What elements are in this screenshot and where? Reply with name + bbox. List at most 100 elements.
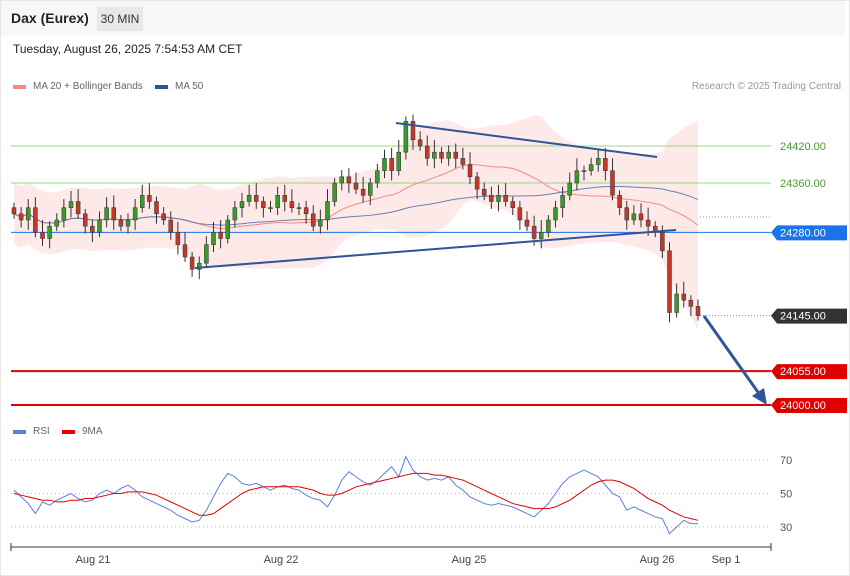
- candle-body: [296, 207, 302, 209]
- candle-body: [175, 232, 181, 245]
- x-tick-label: Aug 21: [76, 554, 111, 566]
- rsi-series-9MA: [13, 472, 699, 521]
- candle-body: [111, 207, 116, 221]
- forecast-arrow-shaft: [702, 315, 762, 396]
- forecast-arrow-head: [752, 388, 767, 405]
- rsi-tick-50: 50: [780, 489, 792, 501]
- instrument-title: Dax (Eurex): [11, 10, 89, 26]
- timeframe-button[interactable]: 30 MIN: [97, 7, 143, 31]
- candle-body: [531, 225, 537, 239]
- candle-body: [168, 219, 173, 233]
- candle-body: [303, 207, 309, 215]
- candle-body: [410, 121, 416, 141]
- rsi-tick-70: 70: [780, 455, 792, 467]
- candle-body: [603, 158, 608, 171]
- candle-body: [339, 176, 344, 184]
- candle-body: [11, 207, 17, 215]
- candle-body: [396, 151, 401, 171]
- candle-body: [47, 225, 52, 239]
- candle-body: [417, 139, 423, 147]
- candle-body: [510, 201, 515, 208]
- candle-body: [453, 151, 458, 159]
- rsi-series-RSI: [13, 455, 698, 535]
- level-tag-24145.00: 24145.00: [771, 308, 847, 324]
- candle-body: [375, 170, 380, 184]
- candle-body: [54, 219, 59, 227]
- candle-body: [275, 195, 280, 208]
- candle-body: [182, 244, 188, 258]
- candle-body: [432, 151, 437, 159]
- level-label-24055.00: 24055.00: [780, 366, 826, 378]
- x-tick-label: Sep 1: [712, 554, 741, 566]
- candle-body: [261, 201, 266, 208]
- candle-body: [254, 195, 259, 202]
- level-tag-24000.00: 24000.00: [771, 398, 847, 413]
- x-tick-label: Aug 25: [452, 554, 487, 566]
- candle-body: [695, 306, 701, 316]
- candle-body: [631, 213, 637, 221]
- candle-body: [667, 250, 672, 313]
- candle-body: [660, 232, 665, 252]
- x-tick-label: Aug 22: [264, 554, 299, 566]
- candle-body: [246, 195, 252, 202]
- candle-body: [574, 170, 580, 184]
- candle-body: [446, 151, 451, 159]
- candle-body: [97, 219, 102, 233]
- candle-body: [26, 207, 31, 221]
- candle-body: [389, 158, 394, 171]
- candle-body: [218, 232, 223, 239]
- rsi-tick-30: 30: [780, 522, 792, 534]
- candle-body: [645, 219, 651, 227]
- candle-body: [474, 176, 480, 190]
- level-label-24145.00: 24145.00: [780, 311, 826, 323]
- level-label-24280.00: 24280.00: [780, 227, 826, 239]
- candle-body: [517, 207, 523, 221]
- upper-trendline: [395, 122, 658, 158]
- level-tag-bg: [771, 364, 847, 380]
- candle-body: [360, 188, 366, 196]
- legend-ma50-label: MA 50: [175, 81, 204, 92]
- legend-9ma-label: 9MA: [82, 426, 103, 437]
- candle-body: [311, 213, 316, 227]
- candle-body: [346, 176, 352, 184]
- candle-body: [83, 213, 88, 227]
- candle-body: [282, 195, 287, 202]
- ma50-swatch: [155, 84, 168, 89]
- candle-body: [232, 207, 238, 221]
- candle-body: [524, 219, 530, 227]
- legend-rsi-label: RSI: [33, 426, 50, 437]
- candle-body: [581, 170, 587, 172]
- candle-body: [596, 158, 601, 165]
- candle-body: [132, 207, 138, 221]
- credit-text: Research © 2025 Trading Central: [691, 81, 841, 92]
- legend-rsi: RSI: [13, 426, 50, 437]
- candle-body: [289, 201, 295, 208]
- candle-body: [318, 219, 323, 227]
- candle-body: [425, 145, 430, 159]
- candle-body: [638, 213, 644, 221]
- candle-body: [617, 195, 622, 208]
- candle-body: [489, 195, 494, 202]
- level-label-24000.00: 24000.00: [780, 400, 826, 412]
- candle-body: [104, 207, 109, 221]
- legend-ma50: MA 50: [155, 81, 203, 92]
- timestamp: Tuesday, August 26, 2025 7:54:53 AM CET: [13, 42, 243, 56]
- candle-body: [567, 182, 572, 196]
- candle-body: [325, 201, 330, 221]
- candle-body: [268, 207, 273, 209]
- candle-body: [503, 195, 508, 202]
- level-tag-bg: [771, 308, 847, 324]
- candle-body: [688, 299, 694, 307]
- candle-body: [68, 201, 74, 208]
- candle-body: [588, 164, 594, 171]
- level-tag-24055.00: 24055.00: [771, 364, 847, 380]
- candle-body: [624, 207, 629, 221]
- candle-body: [482, 188, 487, 196]
- candle-body: [403, 121, 409, 153]
- candle-body: [225, 219, 230, 239]
- candle-body: [353, 182, 359, 190]
- legend-ma20-label: MA 20 + Bollinger Bands: [33, 81, 143, 92]
- candle-body: [75, 201, 81, 215]
- candle-body: [147, 195, 152, 202]
